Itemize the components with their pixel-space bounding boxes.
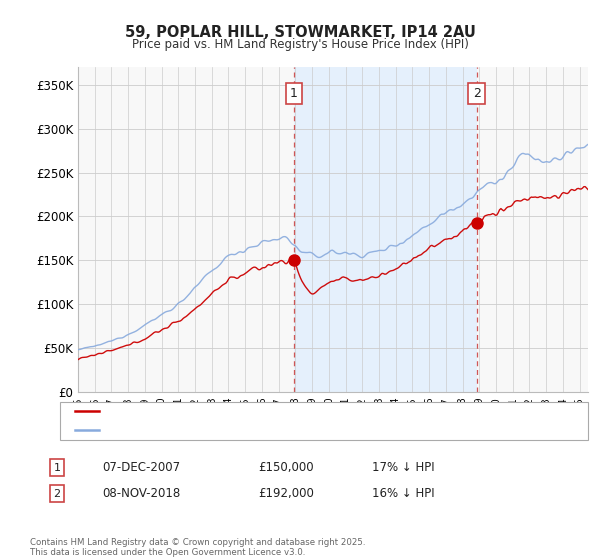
Text: 17% ↓ HPI: 17% ↓ HPI — [372, 461, 434, 474]
Text: 08-NOV-2018: 08-NOV-2018 — [102, 487, 180, 501]
Text: Contains HM Land Registry data © Crown copyright and database right 2025.
This d: Contains HM Land Registry data © Crown c… — [30, 538, 365, 557]
Text: 59, POPLAR HILL, STOWMARKET, IP14 2AU: 59, POPLAR HILL, STOWMARKET, IP14 2AU — [125, 25, 475, 40]
Text: 1: 1 — [53, 463, 61, 473]
Text: 2: 2 — [473, 87, 481, 100]
Text: £192,000: £192,000 — [258, 487, 314, 501]
Bar — [294, 67, 477, 392]
Text: £150,000: £150,000 — [258, 461, 314, 474]
Text: 07-DEC-2007: 07-DEC-2007 — [102, 461, 180, 474]
Text: HPI: Average price, semi-detached house, Mid Suffolk: HPI: Average price, semi-detached house,… — [106, 424, 386, 435]
Text: 16% ↓ HPI: 16% ↓ HPI — [372, 487, 434, 501]
Text: 1: 1 — [290, 87, 298, 100]
Text: 59, POPLAR HILL, STOWMARKET, IP14 2AU (semi-detached house): 59, POPLAR HILL, STOWMARKET, IP14 2AU (s… — [106, 407, 451, 417]
Text: Price paid vs. HM Land Registry's House Price Index (HPI): Price paid vs. HM Land Registry's House … — [131, 38, 469, 51]
Text: 2: 2 — [53, 489, 61, 499]
